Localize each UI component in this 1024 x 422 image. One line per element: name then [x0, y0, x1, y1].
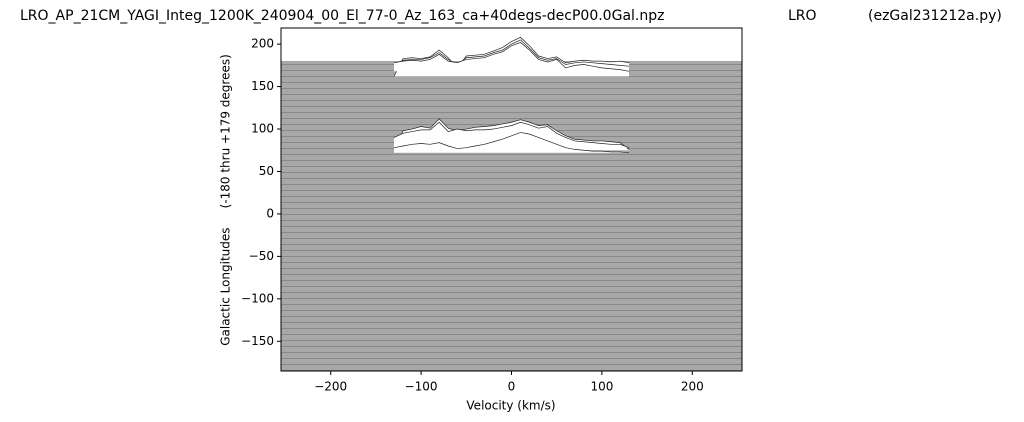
x-tick-label: 200 [681, 380, 704, 394]
x-tick-label: −200 [314, 380, 347, 394]
chart-subtitle: LRO [788, 8, 817, 24]
y-tick-label: 50 [259, 164, 274, 178]
spectrum-line [393, 42, 630, 72]
y-tick-label: −50 [249, 249, 274, 263]
spectrum-line [393, 118, 630, 151]
x-axis-label: Velocity (km/s) [466, 399, 555, 413]
y-axis-label: Galactic Longitudes (-180 thru +179 degr… [219, 54, 233, 346]
y-tick-label: 100 [251, 122, 274, 136]
spectrum-fill [393, 42, 630, 72]
x-tick-label: 100 [590, 380, 613, 394]
chart-title: LRO_AP_21CM_YAGI_Integ_1200K_240904_00_E… [20, 8, 664, 24]
x-tick-label: −100 [405, 380, 438, 394]
script-name: (ezGal231212a.py) [868, 8, 1002, 24]
y-tick-label: 0 [266, 206, 274, 220]
x-tick-label: 0 [508, 380, 516, 394]
empty-spectra-background [281, 61, 742, 371]
spectrum-line [393, 36, 630, 77]
y-tick-label: 150 [251, 79, 274, 93]
spectrum-line [393, 39, 630, 67]
spectrum-line [393, 132, 630, 154]
y-tick-label: 200 [251, 37, 274, 51]
y-tick-label: −100 [241, 291, 274, 305]
spectrum-fill [393, 122, 630, 148]
spectrum-fill [393, 132, 630, 153]
spectrum-line [393, 121, 630, 149]
y-tick-label: −150 [241, 334, 274, 348]
